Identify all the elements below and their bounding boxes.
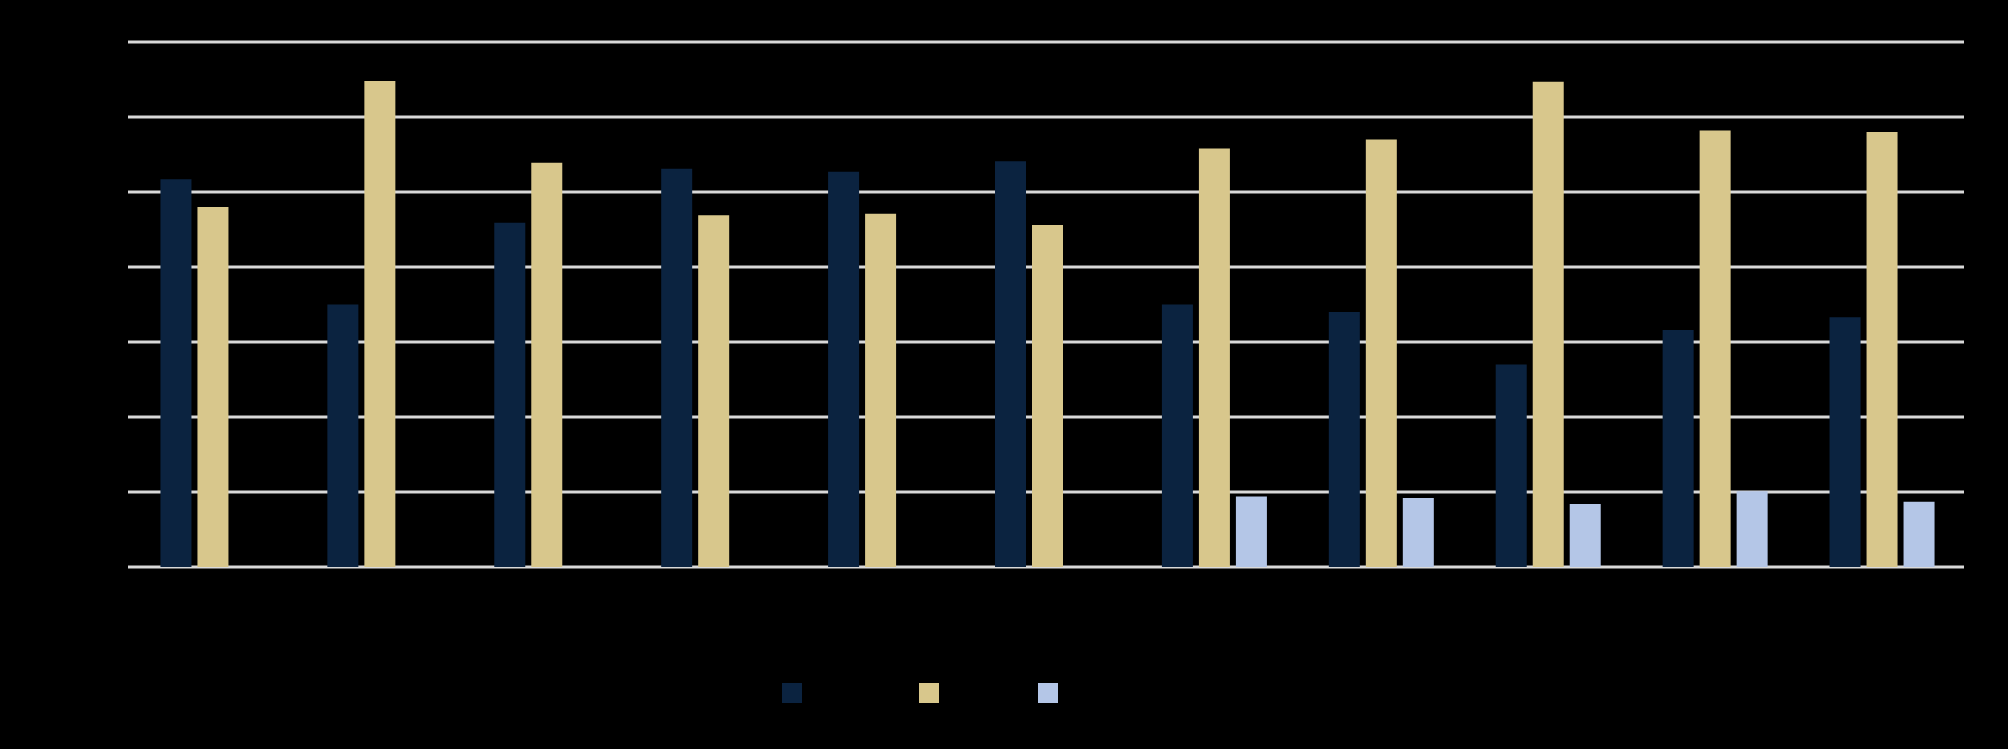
legend [782,683,1058,703]
bar-series-2 [1198,148,1230,567]
bar-series-3 [1569,504,1601,567]
bar-series-2 [1699,130,1731,567]
bar-series-1 [828,171,860,567]
bar-series-2 [1365,139,1397,567]
bar-series-3 [1402,498,1434,567]
bar-series-2 [1866,132,1898,567]
legend-swatch-2 [919,683,939,703]
bar-series-1 [1328,312,1360,567]
bar-series-1 [160,179,192,567]
bar-series-2 [531,162,563,567]
legend-swatch-1 [782,683,802,703]
bar-series-2 [364,81,396,567]
bar-series-1 [995,161,1026,567]
bar-series-2 [1532,81,1564,567]
bar-series-2 [1032,225,1063,567]
bar-series-1 [494,222,526,567]
bar-series-1 [1495,364,1527,567]
bars [160,81,1935,567]
bar-series-1 [661,168,693,567]
bar-series-2 [698,215,730,567]
bar-series-1 [327,304,359,567]
bar-series-2 [197,207,229,567]
bar-series-2 [865,213,897,567]
bar-series-3 [1903,501,1935,567]
bar-series-3 [1235,496,1267,567]
bar-series-3 [1736,491,1768,567]
bar-series-1 [1662,330,1694,567]
bar-series-1 [1829,317,1861,567]
bar-series-1 [1161,304,1193,567]
legend-swatch-3 [1038,683,1058,703]
